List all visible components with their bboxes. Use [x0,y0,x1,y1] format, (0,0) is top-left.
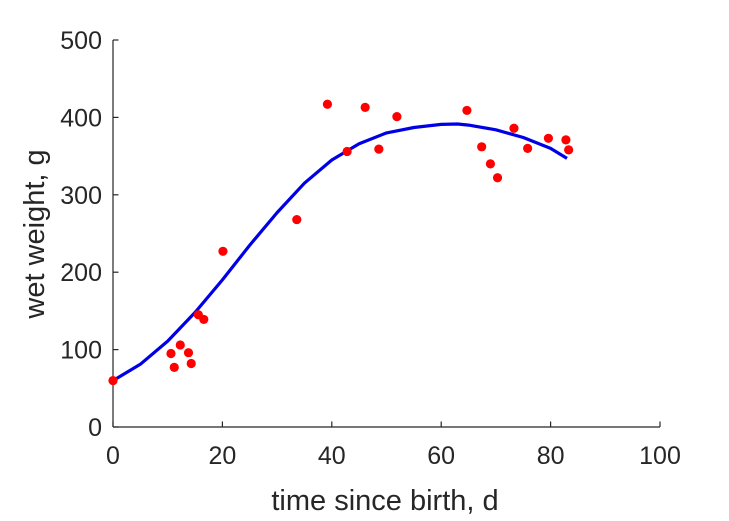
x-tick-label: 20 [208,442,236,470]
y-tick-label: 200 [60,259,102,287]
data-point [218,246,228,256]
x-tick-label: 60 [427,442,455,470]
data-point [183,348,194,358]
data-point [561,135,571,145]
data-point [374,144,384,154]
x-tick-label: 100 [639,442,681,470]
x-tick-label: 0 [106,442,120,470]
data-point [360,102,370,112]
y-tick-label: 300 [60,182,102,210]
data-point [108,375,118,386]
data-point [166,348,176,359]
data-point [523,143,533,153]
data-series [108,99,574,386]
data-point [342,146,352,157]
y-tick-label: 400 [60,104,102,132]
y-axis-label: wet weight, g [19,149,51,319]
y-tick-label: 500 [60,27,102,55]
data-point [322,99,333,109]
data-point [492,173,503,183]
x-tick-label: 80 [537,442,565,470]
data-point [462,105,472,116]
data-point [543,133,554,143]
data-point [169,362,179,373]
data-point [392,112,402,122]
data-point [477,142,487,152]
plot-area [112,40,660,428]
y-tick-label: 100 [60,337,102,365]
data-point [292,214,302,225]
x-tick-label: 40 [318,442,346,470]
data-point [175,340,185,350]
data-point [485,159,496,169]
data-point [199,314,209,325]
data-point [509,123,519,133]
x-axis-label: time since birth, d [271,485,498,517]
data-point [564,145,574,155]
y-axis: 0 100 200 300 400 500 [60,27,119,442]
x-axis: 0 20 40 60 80 100 [106,421,681,470]
y-tick-label: 0 [88,414,102,442]
data-point [186,358,196,369]
